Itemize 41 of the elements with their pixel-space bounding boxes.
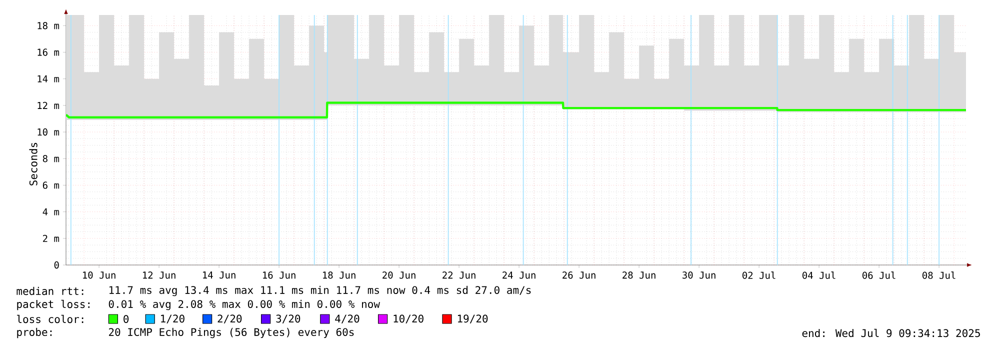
text: 19/20 <box>458 314 488 324</box>
text: end: Wed Jul 9 09:34:13 2025 <box>802 328 980 338</box>
x-tick-label: 22 Jun <box>442 272 476 279</box>
text: 1/20 <box>161 314 184 324</box>
y-axis-title: Seconds <box>29 142 38 186</box>
y-tick-label: 2 m <box>43 234 60 242</box>
y-tick-label: 0 <box>54 261 59 269</box>
y-tick-label: 6 m <box>42 182 60 189</box>
x-tick-label: 04 Jul <box>802 272 836 279</box>
y-tick-label: 14 m <box>38 75 60 82</box>
y-tick-label: 4 m <box>42 208 60 216</box>
y-tick-label: 18 m <box>38 22 60 30</box>
x-tick-label: 24 Jun <box>502 272 536 279</box>
x-tick-label: 06 Jul <box>862 272 896 279</box>
x-tick-label: 12 Jun <box>143 272 176 279</box>
text: probe: <box>17 328 52 338</box>
x-tick-label: 14 Jun <box>203 272 236 279</box>
text: median rtt: <box>16 286 84 296</box>
text: 20 ICMP Echo Pings (56 Bytes) every 60s <box>108 328 354 338</box>
y-tick-label: 10 m <box>38 128 60 136</box>
x-tick-label: 16 Jun <box>263 272 296 279</box>
text: 10/20 <box>394 314 424 324</box>
x-tick-label: 08 Jul <box>922 272 956 279</box>
y-tick-label: 8 m <box>42 155 60 162</box>
text: loss color: <box>17 314 84 324</box>
text: 3/20 <box>276 314 300 324</box>
text: 11.7 ms avg 13.4 ms max 11.1 ms min 11.7 ms now 0.4 ms sd 27.0 am/s <box>109 286 531 296</box>
text: 2/20 <box>218 314 242 324</box>
y-tick-label: 16 m <box>38 48 60 56</box>
text: 0 <box>124 315 129 323</box>
x-tick-label: 18 Jun <box>323 272 356 279</box>
x-tick-label: 20 Jun <box>382 272 416 279</box>
x-tick-label: 30 Jun <box>682 272 716 279</box>
text: 0.01 % avg 2.08 % max 0.00 % min 0.00 % now <box>108 300 380 310</box>
text: 4/20 <box>335 314 360 324</box>
x-tick-label: 26 Jun <box>562 272 596 279</box>
x-tick-label: 10 Jun <box>83 272 116 279</box>
x-tick-label: 02 Jul <box>742 272 776 279</box>
text: packet loss: <box>17 300 90 310</box>
x-tick-label: 28 Jun <box>622 272 656 279</box>
y-tick-label: 12 m <box>38 102 60 109</box>
